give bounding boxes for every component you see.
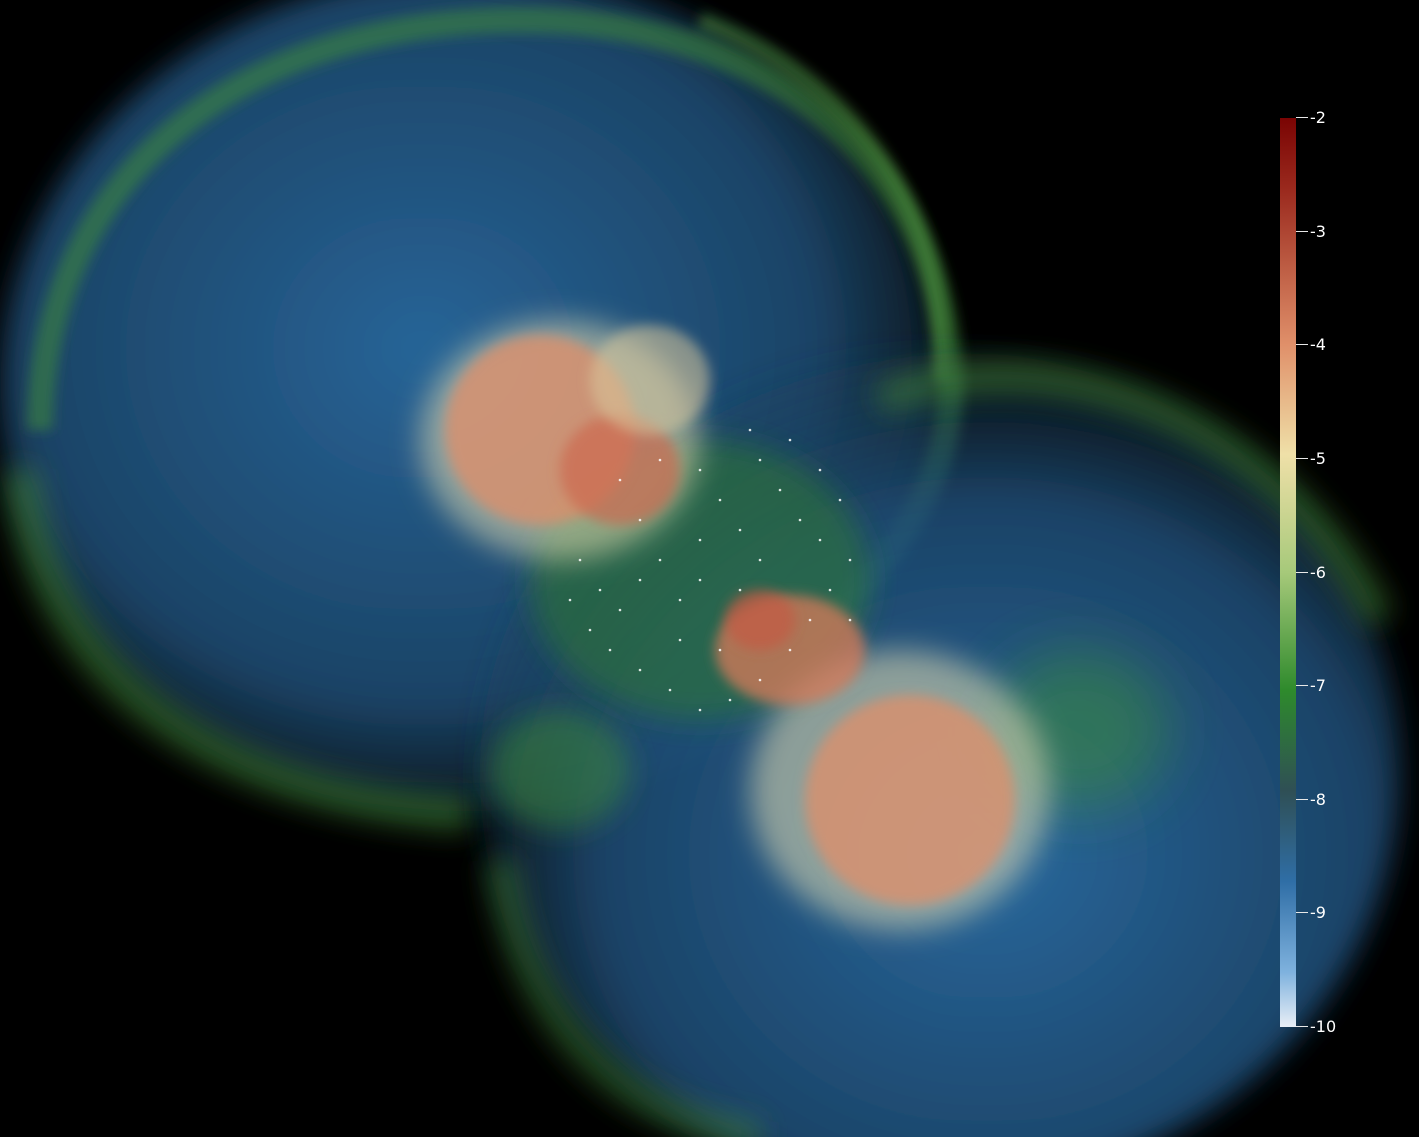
colorbar-tick-mark (1296, 117, 1308, 118)
particle-points (568, 428, 852, 712)
colorbar-tick-mark (1296, 344, 1308, 346)
colorbar-tick-mark (1296, 798, 1308, 800)
colorbar-gradient (1280, 118, 1296, 1027)
colorbar-tick-label: -5 (1310, 448, 1326, 468)
colorbar-tick-label: -2 (1310, 108, 1326, 127)
colorbar-tick-label: -10 (1310, 1017, 1337, 1036)
colorbar: -2 -3 -4 -5 -6 -7 -8 -9 -10 (1280, 108, 1336, 1036)
colorbar-tick-label: -8 (1310, 789, 1326, 809)
colorbar-tick-mark (1296, 1026, 1308, 1027)
colorbar-tick-label: -7 (1310, 676, 1326, 696)
colorbar-tick-label: -9 (1310, 903, 1326, 923)
colorbar-tick-label: -3 (1310, 221, 1326, 241)
colorbar-tick-mark (1296, 685, 1308, 687)
colorbar-tick-label: -4 (1310, 335, 1326, 355)
upper-jet (420, 320, 710, 560)
colorbar-tick-mark (1296, 571, 1308, 573)
colorbar-tick-label: -6 (1310, 562, 1326, 582)
colorbar-tick-mark (1296, 457, 1308, 459)
colorbar-tick-mark (1296, 230, 1308, 232)
colorbar-tick-mark (1296, 912, 1308, 914)
